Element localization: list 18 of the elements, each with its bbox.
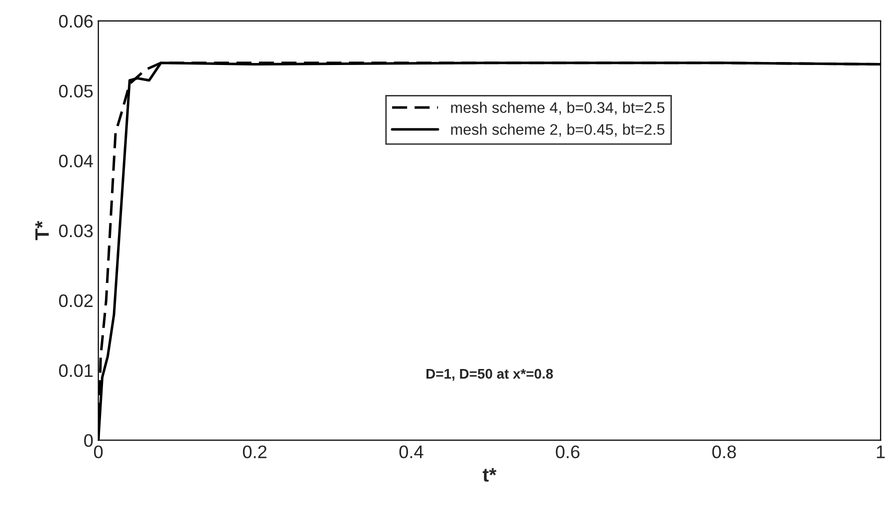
x-tick-label: 0.4 bbox=[399, 446, 424, 458]
x-tick-label: 0.8 bbox=[712, 446, 736, 458]
x-tick-label: 0.2 bbox=[242, 446, 266, 458]
x-axis-title: t* bbox=[482, 468, 496, 482]
legend-label: mesh scheme 4, b=0.34, bt=2.5 bbox=[451, 102, 664, 115]
y-tick-label: 0.02 bbox=[59, 294, 93, 308]
y-tick-label: 0 bbox=[84, 434, 93, 447]
x-tick-label: 1 bbox=[876, 446, 885, 458]
y-axis-title: T* bbox=[35, 220, 49, 240]
y-tick-label: 0.03 bbox=[59, 224, 93, 238]
y-tick-label: 0.06 bbox=[59, 14, 93, 28]
y-tick-label: 0.04 bbox=[59, 154, 93, 168]
x-tick-label: 0.6 bbox=[556, 446, 580, 458]
x-tick-label: 0 bbox=[94, 446, 103, 458]
y-tick-label: 0.01 bbox=[59, 364, 93, 378]
y-tick-label: 0.05 bbox=[59, 84, 93, 98]
legend-label: mesh scheme 2, b=0.45, bt=2.5 bbox=[451, 124, 664, 137]
annotation: D=1, D=50 at x*=0.8 bbox=[426, 368, 553, 381]
